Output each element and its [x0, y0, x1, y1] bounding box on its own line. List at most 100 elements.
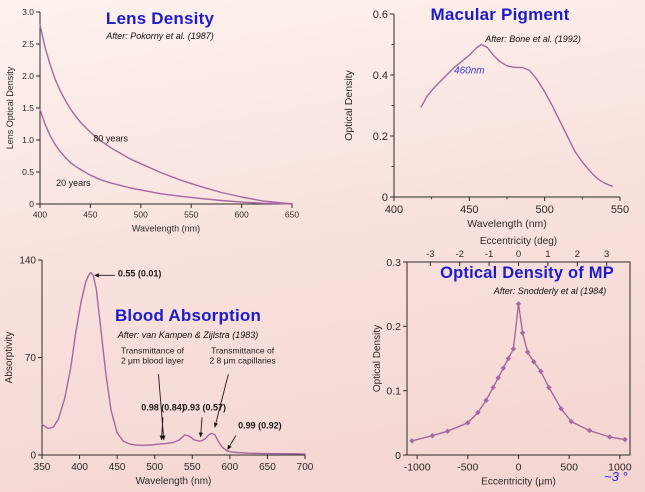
chart-annotation: Transmittance of — [211, 345, 275, 355]
y-axis-label: Optical Density — [372, 325, 383, 392]
annotation-arrow — [159, 417, 164, 441]
top-tick-label: -2 — [455, 249, 463, 260]
x-tick-label: 500 — [146, 462, 163, 473]
chart-annotation: 0.99 (0.92) — [238, 421, 282, 431]
series-line-MP-optical-density-profile — [411, 303, 626, 442]
y-tick-label: 0.3 — [386, 257, 401, 269]
chart-annotation: 20 years — [56, 178, 91, 188]
data-point-marker — [429, 433, 436, 439]
x-tick-label: 450 — [83, 210, 97, 220]
macular-pigment-title: Macular Pigment — [430, 5, 570, 24]
y-tick-label: 0.2 — [386, 321, 401, 333]
annotation-arrow — [198, 417, 204, 438]
data-point-marker — [483, 397, 489, 404]
data-point-marker — [475, 409, 481, 416]
top-tick-label: 2 — [575, 249, 580, 260]
data-point-marker — [519, 330, 526, 336]
chart-annotation: 2 μm blood layer — [121, 355, 184, 365]
od-mp-title: Optical Density of MP — [440, 264, 614, 282]
annotation-arrow — [227, 435, 237, 450]
chart-annotation: 0.98 (0.84) — [141, 402, 185, 412]
lens-density-plot: 400 450 500 550 600 650 0 0.5 1.0 1.5 2.0 2.5 3.0 Wav… — [5, 7, 299, 234]
y-tick-label: 2.0 — [22, 71, 34, 81]
blood-absorption-plot: 350 400 450 500 550 600 650 700 0 70 140 Wavelength… — [4, 256, 314, 487]
lens-density-attribution: After: Pokorny et al. (1987) — [106, 31, 214, 41]
x-tick-label: 500 — [535, 204, 553, 216]
y-tick-label: 0 — [30, 451, 36, 462]
x-tick-label: 0 — [516, 462, 522, 474]
y-tick-label: 0.1 — [386, 385, 401, 397]
y-tick-label: 0.6 — [373, 9, 388, 21]
od-mp-plot: -1000 -500 0 500 1000 0 0.1 0.2 0.3 Eccentricity … — [372, 236, 632, 488]
y-tick-label: 0 — [395, 450, 401, 462]
od-mp-attribution: After: Snodderly et al (1984) — [493, 286, 607, 296]
panel-blood-absorption: 350 400 450 500 550 600 650 700 0 70 140 Wavelength… — [0, 246, 322, 492]
y-axis-label: Absorptivity — [4, 332, 15, 384]
top-tick-label: -3 — [426, 249, 434, 260]
y-axis-label: Optical Density — [343, 69, 355, 140]
data-point-marker — [510, 346, 517, 352]
x-tick-label: 600 — [222, 462, 239, 473]
data-point-marker — [622, 436, 628, 443]
y-tick-label: 1.5 — [22, 103, 34, 113]
x-tick-label: 650 — [259, 462, 276, 473]
x-axis-label: Eccentricity (μm) — [481, 477, 556, 488]
panel-lens-density: 400 450 500 550 600 650 0 0.5 1.0 1.5 2.0 2.5 3.0 Wav… — [0, 0, 322, 246]
x-tick-label: 550 — [184, 462, 201, 473]
chart-annotation: 2 8 μm capillaries — [209, 355, 275, 365]
top-tick-label: 3 — [604, 249, 609, 260]
y-tick-label: 0 — [382, 192, 388, 204]
panel-macular-pigment: 400 450 500 550 0 0.2 0.4 0.6 Wavelength (nm) Opt… — [322, 0, 645, 246]
x-tick-label: -1000 — [404, 462, 431, 474]
blood-absorption-title: Blood Absorption — [114, 306, 262, 325]
x-axis-label: Wavelength (nm) — [132, 224, 200, 234]
y-tick-label: 0 — [29, 199, 34, 209]
lens-density-title: Lens Density — [105, 9, 215, 28]
macular-pigment-plot: 400 450 500 550 0 0.2 0.4 0.6 Wavelength (nm) Opt… — [343, 9, 629, 230]
y-tick-label: 2.5 — [22, 39, 34, 49]
x-tick-label: 550 — [611, 204, 629, 216]
x-tick-label: 550 — [184, 210, 198, 220]
y-tick-label: 0.5 — [22, 167, 34, 177]
data-point-marker — [586, 427, 593, 434]
data-point-marker — [546, 384, 552, 391]
series-line-20-years — [39, 108, 293, 205]
x-tick-label: 600 — [235, 210, 249, 220]
y-tick-label: 140 — [19, 256, 36, 267]
blood-absorption-attribution: After: van Kampen & Zijlstra (1983) — [117, 330, 259, 340]
data-point-marker — [495, 375, 501, 381]
y-axis-label: Lens Optical Density — [5, 66, 15, 149]
data-point-marker — [500, 365, 506, 371]
data-point-marker — [515, 301, 522, 307]
chart-annotation: 460nm — [454, 65, 485, 76]
top-tick-label: 0 — [516, 249, 521, 260]
data-point-marker — [444, 428, 451, 434]
y-tick-label: 3.0 — [22, 7, 34, 17]
y-tick-label: 70 — [25, 353, 37, 364]
data-point-marker — [558, 405, 564, 412]
x-tick-label: 450 — [109, 462, 126, 473]
top-tick-label: 1 — [545, 249, 550, 260]
annotation-arrow — [213, 374, 229, 428]
panel-od-mp: -1000 -500 0 500 1000 0 0.1 0.2 0.3 Eccentricity … — [322, 228, 645, 492]
x-axis-label: Wavelength (nm) — [136, 476, 212, 487]
data-point-marker — [465, 420, 471, 426]
y-tick-label: 0.2 — [373, 131, 388, 143]
x-tick-label: 500 — [134, 210, 148, 220]
data-point-marker — [607, 434, 613, 440]
chart-annotation: 0.55 (0.01) — [118, 269, 162, 279]
x-axis-label: Wavelength (nm) — [467, 218, 547, 230]
y-tick-label: 1.0 — [22, 135, 34, 145]
annotation-arrow — [158, 374, 166, 441]
data-point-marker — [490, 384, 496, 391]
chart-annotation: 0.93 (0.57) — [183, 402, 227, 412]
data-point-marker — [505, 355, 512, 362]
x-tick-label: -500 — [457, 462, 478, 474]
data-point-marker — [409, 438, 415, 444]
x-tick-label: 400 — [385, 204, 403, 216]
y-tick-label: 0.4 — [373, 70, 388, 82]
x-tick-label: 650 — [285, 210, 299, 220]
series-line-macular-pigment-density — [420, 43, 614, 188]
x-tick-label: 700 — [297, 462, 314, 473]
